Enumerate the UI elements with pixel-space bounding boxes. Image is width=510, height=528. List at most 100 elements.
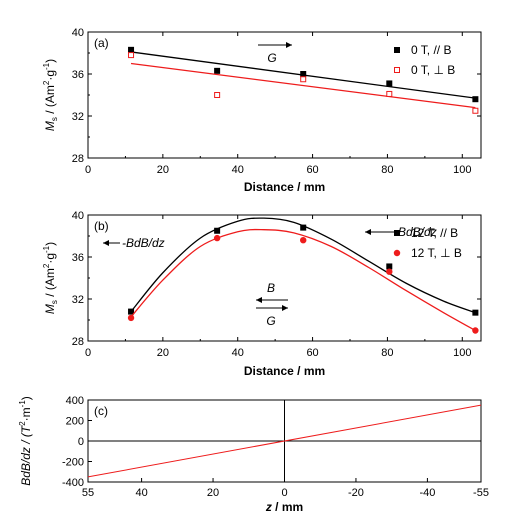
b-arrow-head (256, 297, 262, 303)
y-label-subscript: s (50, 117, 59, 121)
y-label-end2: ) (19, 396, 33, 400)
x-tick-label: 20 (157, 164, 169, 176)
fit-line-series-1 (130, 62, 476, 109)
data-point (128, 308, 135, 315)
x-tick-label: 80 (381, 347, 393, 359)
y-axis-label: Ms / (Am2·g-1) (42, 242, 59, 314)
y-label-sup2: -1 (18, 400, 27, 408)
y-tick-label: 28 (72, 336, 84, 348)
x-tick-label: 100 (453, 347, 471, 359)
x-tick-label: 40 (135, 487, 147, 499)
x-tick-label: 20 (157, 347, 169, 359)
data-point (472, 309, 479, 316)
x-tick-label: -20 (348, 487, 364, 499)
y-label-sup: 2 (18, 421, 27, 426)
data-point (214, 67, 221, 74)
y-label-symbol: M (43, 121, 57, 131)
data-point (128, 52, 135, 59)
data-point (386, 90, 393, 97)
g-arrow-b-head (282, 305, 288, 311)
y-tick-label: -400 (62, 477, 84, 489)
data-point (472, 327, 479, 334)
panel-label: (c) (94, 404, 108, 418)
x-tick-label: 55 (82, 487, 94, 499)
legend-marker (393, 249, 401, 257)
y-tick-label: 400 (66, 395, 84, 407)
x-axis-label: z / mm (265, 500, 303, 514)
y-tick-label: 36 (72, 69, 84, 81)
y-label-symbol: M (43, 304, 57, 314)
annotation-g: G (267, 51, 276, 65)
y-tick-label: 32 (72, 294, 84, 306)
data-point (214, 92, 221, 98)
data-point (300, 237, 307, 244)
legend-entry: 0 T, ⊥ B (411, 63, 455, 77)
data-point (300, 71, 307, 77)
g-arrow-head (286, 42, 292, 48)
x-tick-label: 20 (207, 487, 219, 499)
force-arrow-head (365, 229, 371, 235)
x-tick-label: 40 (232, 164, 244, 176)
annotation-g: G (266, 314, 275, 328)
y-tick-label: 28 (72, 153, 84, 165)
data-point (213, 234, 221, 242)
annotation-force: BdB/dz (398, 225, 437, 239)
x-label-var: z (265, 500, 272, 514)
y-label-unit: / (Am (43, 268, 57, 300)
x-tick-label: 60 (306, 347, 318, 359)
y-label-sup: 2 (42, 80, 51, 85)
data-point (386, 263, 393, 270)
data-point (300, 76, 307, 83)
data-point (214, 227, 221, 234)
data-point (127, 314, 135, 322)
y-tick-label: 40 (72, 210, 84, 222)
data-point (300, 224, 307, 231)
y-tick-label: 40 (72, 27, 84, 39)
y-label-unit: / (Am (43, 85, 57, 117)
y-tick-label: 36 (72, 252, 84, 264)
y-axis-label: BdB/dz / (T2·m-1) (18, 396, 33, 486)
y-label-text: BdB/dz / (T (19, 424, 33, 486)
y-label-sup2: -1 (42, 245, 51, 253)
legend-marker (394, 230, 400, 236)
y-tick-label: 200 (66, 416, 84, 428)
y-axis-label: Ms / (Am2·g-1) (42, 59, 59, 131)
series-line (87, 404, 482, 478)
x-axis-label: Distance / mm (244, 364, 325, 378)
fit-line-series-0 (130, 217, 476, 314)
x-label-unit: / mm (272, 500, 303, 514)
x-tick-label: 80 (381, 164, 393, 176)
fit-line-series-1 (130, 228, 476, 332)
y-label-end: ) (43, 242, 57, 246)
x-tick-label: 100 (453, 164, 471, 176)
annotation-b: B (267, 281, 275, 295)
y-label-subscript: s (50, 300, 59, 304)
x-tick-label: 0 (85, 347, 91, 359)
x-axis-label: Distance / mm (244, 180, 325, 194)
legend-marker (394, 67, 400, 73)
panel-label: (b) (94, 219, 109, 233)
x-tick-label: 60 (306, 164, 318, 176)
legend-marker (394, 47, 400, 53)
y-label-sup: 2 (42, 263, 51, 268)
annotation-neg-force: -BdB/dz (122, 236, 165, 250)
data-point (472, 107, 479, 114)
y-label-end: ·m (19, 407, 33, 421)
legend-entry: 12 T, // B (411, 226, 458, 240)
panel-label: (a) (94, 36, 109, 50)
data-point (386, 268, 393, 275)
y-tick-label: 0 (78, 436, 84, 448)
y-label-mid: ·g (43, 70, 57, 81)
x-tick-label: -40 (419, 487, 435, 499)
data-point (128, 46, 135, 53)
x-tick-label: 0 (281, 487, 287, 499)
y-label-mid: ·g (43, 253, 57, 264)
y-tick-label: 32 (72, 111, 84, 123)
data-point (472, 96, 479, 103)
legend-entry: 12 T, ⊥ B (411, 246, 462, 260)
legend-entry: 0 T, // B (411, 43, 451, 57)
